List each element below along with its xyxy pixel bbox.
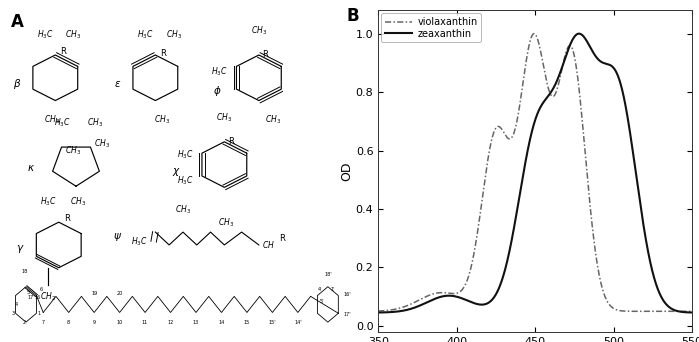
violaxanthin <box>686 309 695 313</box>
Text: $CH_3$: $CH_3$ <box>94 137 110 150</box>
Text: 14': 14' <box>294 319 302 325</box>
Text: R: R <box>161 49 166 58</box>
zeaxanthin <box>371 311 380 315</box>
Text: 10: 10 <box>117 319 123 325</box>
Text: $\chi$: $\chi$ <box>171 166 180 178</box>
zeaxanthin <box>696 311 699 315</box>
Text: $H_3C$: $H_3C$ <box>131 236 148 248</box>
Text: 18': 18' <box>324 272 331 277</box>
Text: $CH_3$: $CH_3$ <box>87 116 103 129</box>
Text: $CH_3$: $CH_3$ <box>216 111 232 124</box>
Text: B: B <box>347 7 359 25</box>
Text: 16': 16' <box>343 292 351 297</box>
Text: $H_3C$: $H_3C$ <box>177 174 194 187</box>
Text: $\beta$: $\beta$ <box>13 77 22 91</box>
Text: 5: 5 <box>27 290 30 295</box>
Text: $H_3C$: $H_3C$ <box>36 28 53 41</box>
Text: 14: 14 <box>218 319 224 325</box>
Text: $\phi$: $\phi$ <box>213 84 222 98</box>
Text: $H_3C$: $H_3C$ <box>40 195 57 208</box>
Text: A: A <box>10 13 23 31</box>
Text: $\varepsilon$: $\varepsilon$ <box>114 79 121 89</box>
Text: 18: 18 <box>21 269 27 274</box>
Text: 11: 11 <box>142 319 148 325</box>
Legend: violaxanthin, zeaxanthin: violaxanthin, zeaxanthin <box>381 13 482 42</box>
Text: 19: 19 <box>91 291 97 297</box>
violaxanthin <box>387 308 396 312</box>
zeaxanthin <box>387 310 396 314</box>
Text: 2: 2 <box>22 319 25 325</box>
Text: $CH_3$: $CH_3$ <box>265 114 281 126</box>
Text: R: R <box>61 47 66 56</box>
Text: $H_3C$: $H_3C$ <box>177 149 194 161</box>
zeaxanthin <box>627 137 635 141</box>
Text: $CH$: $CH$ <box>262 239 275 250</box>
violaxanthin <box>530 31 538 36</box>
Text: 4': 4' <box>318 287 323 291</box>
Text: R: R <box>64 214 70 223</box>
Text: 8: 8 <box>67 319 70 325</box>
Text: $CH_3$: $CH_3$ <box>166 28 182 41</box>
Text: R: R <box>228 137 233 146</box>
zeaxanthin <box>686 311 695 315</box>
Text: $H_3C$: $H_3C$ <box>54 116 71 129</box>
Text: 4: 4 <box>14 302 17 307</box>
violaxanthin <box>371 309 380 313</box>
zeaxanthin <box>520 166 528 170</box>
Text: 17: 17 <box>27 295 34 300</box>
violaxanthin <box>529 32 538 36</box>
Text: R: R <box>262 51 268 60</box>
Text: 12: 12 <box>168 319 173 325</box>
Text: $H_3C$: $H_3C$ <box>137 28 153 41</box>
violaxanthin <box>686 309 695 313</box>
Text: $CH_3$: $CH_3$ <box>175 203 191 216</box>
Text: 1': 1' <box>331 287 335 292</box>
Line: zeaxanthin: zeaxanthin <box>375 34 699 313</box>
Text: 17': 17' <box>343 312 351 317</box>
Y-axis label: OD: OD <box>340 161 353 181</box>
violaxanthin <box>627 309 635 313</box>
Text: $CH_2$: $CH_2$ <box>40 291 55 303</box>
Text: $CH_3$: $CH_3$ <box>44 114 60 126</box>
zeaxanthin <box>575 31 583 36</box>
Text: $CH_3$: $CH_3$ <box>251 25 267 37</box>
Text: 7: 7 <box>42 319 45 325</box>
Text: R: R <box>280 234 285 243</box>
Text: 15': 15' <box>268 319 276 325</box>
violaxanthin <box>696 309 699 313</box>
Text: $\psi$: $\psi$ <box>113 231 122 242</box>
zeaxanthin <box>686 311 695 315</box>
Text: $CH_3$: $CH_3$ <box>218 216 234 229</box>
Text: $CH_3$: $CH_3$ <box>154 114 171 126</box>
zeaxanthin <box>529 125 538 129</box>
Text: 1: 1 <box>37 311 41 316</box>
Text: 15: 15 <box>244 319 250 325</box>
violaxanthin <box>693 309 699 313</box>
Text: $CH_3$: $CH_3$ <box>65 144 81 157</box>
violaxanthin <box>520 70 528 75</box>
Text: 5': 5' <box>320 299 324 304</box>
Text: $H_3C$: $H_3C$ <box>211 65 228 78</box>
Text: $CH_3$: $CH_3$ <box>64 28 80 41</box>
Text: $\kappa$: $\kappa$ <box>27 163 35 173</box>
Text: 20: 20 <box>117 291 123 297</box>
Text: 16: 16 <box>34 295 41 300</box>
Text: $CH_3$: $CH_3$ <box>70 195 86 208</box>
Text: 6: 6 <box>40 287 43 292</box>
Text: 9: 9 <box>93 319 96 325</box>
Text: $\gamma$: $\gamma$ <box>17 244 25 255</box>
Text: 13: 13 <box>193 319 199 325</box>
Line: violaxanthin: violaxanthin <box>375 34 699 311</box>
Text: 3: 3 <box>12 311 15 316</box>
